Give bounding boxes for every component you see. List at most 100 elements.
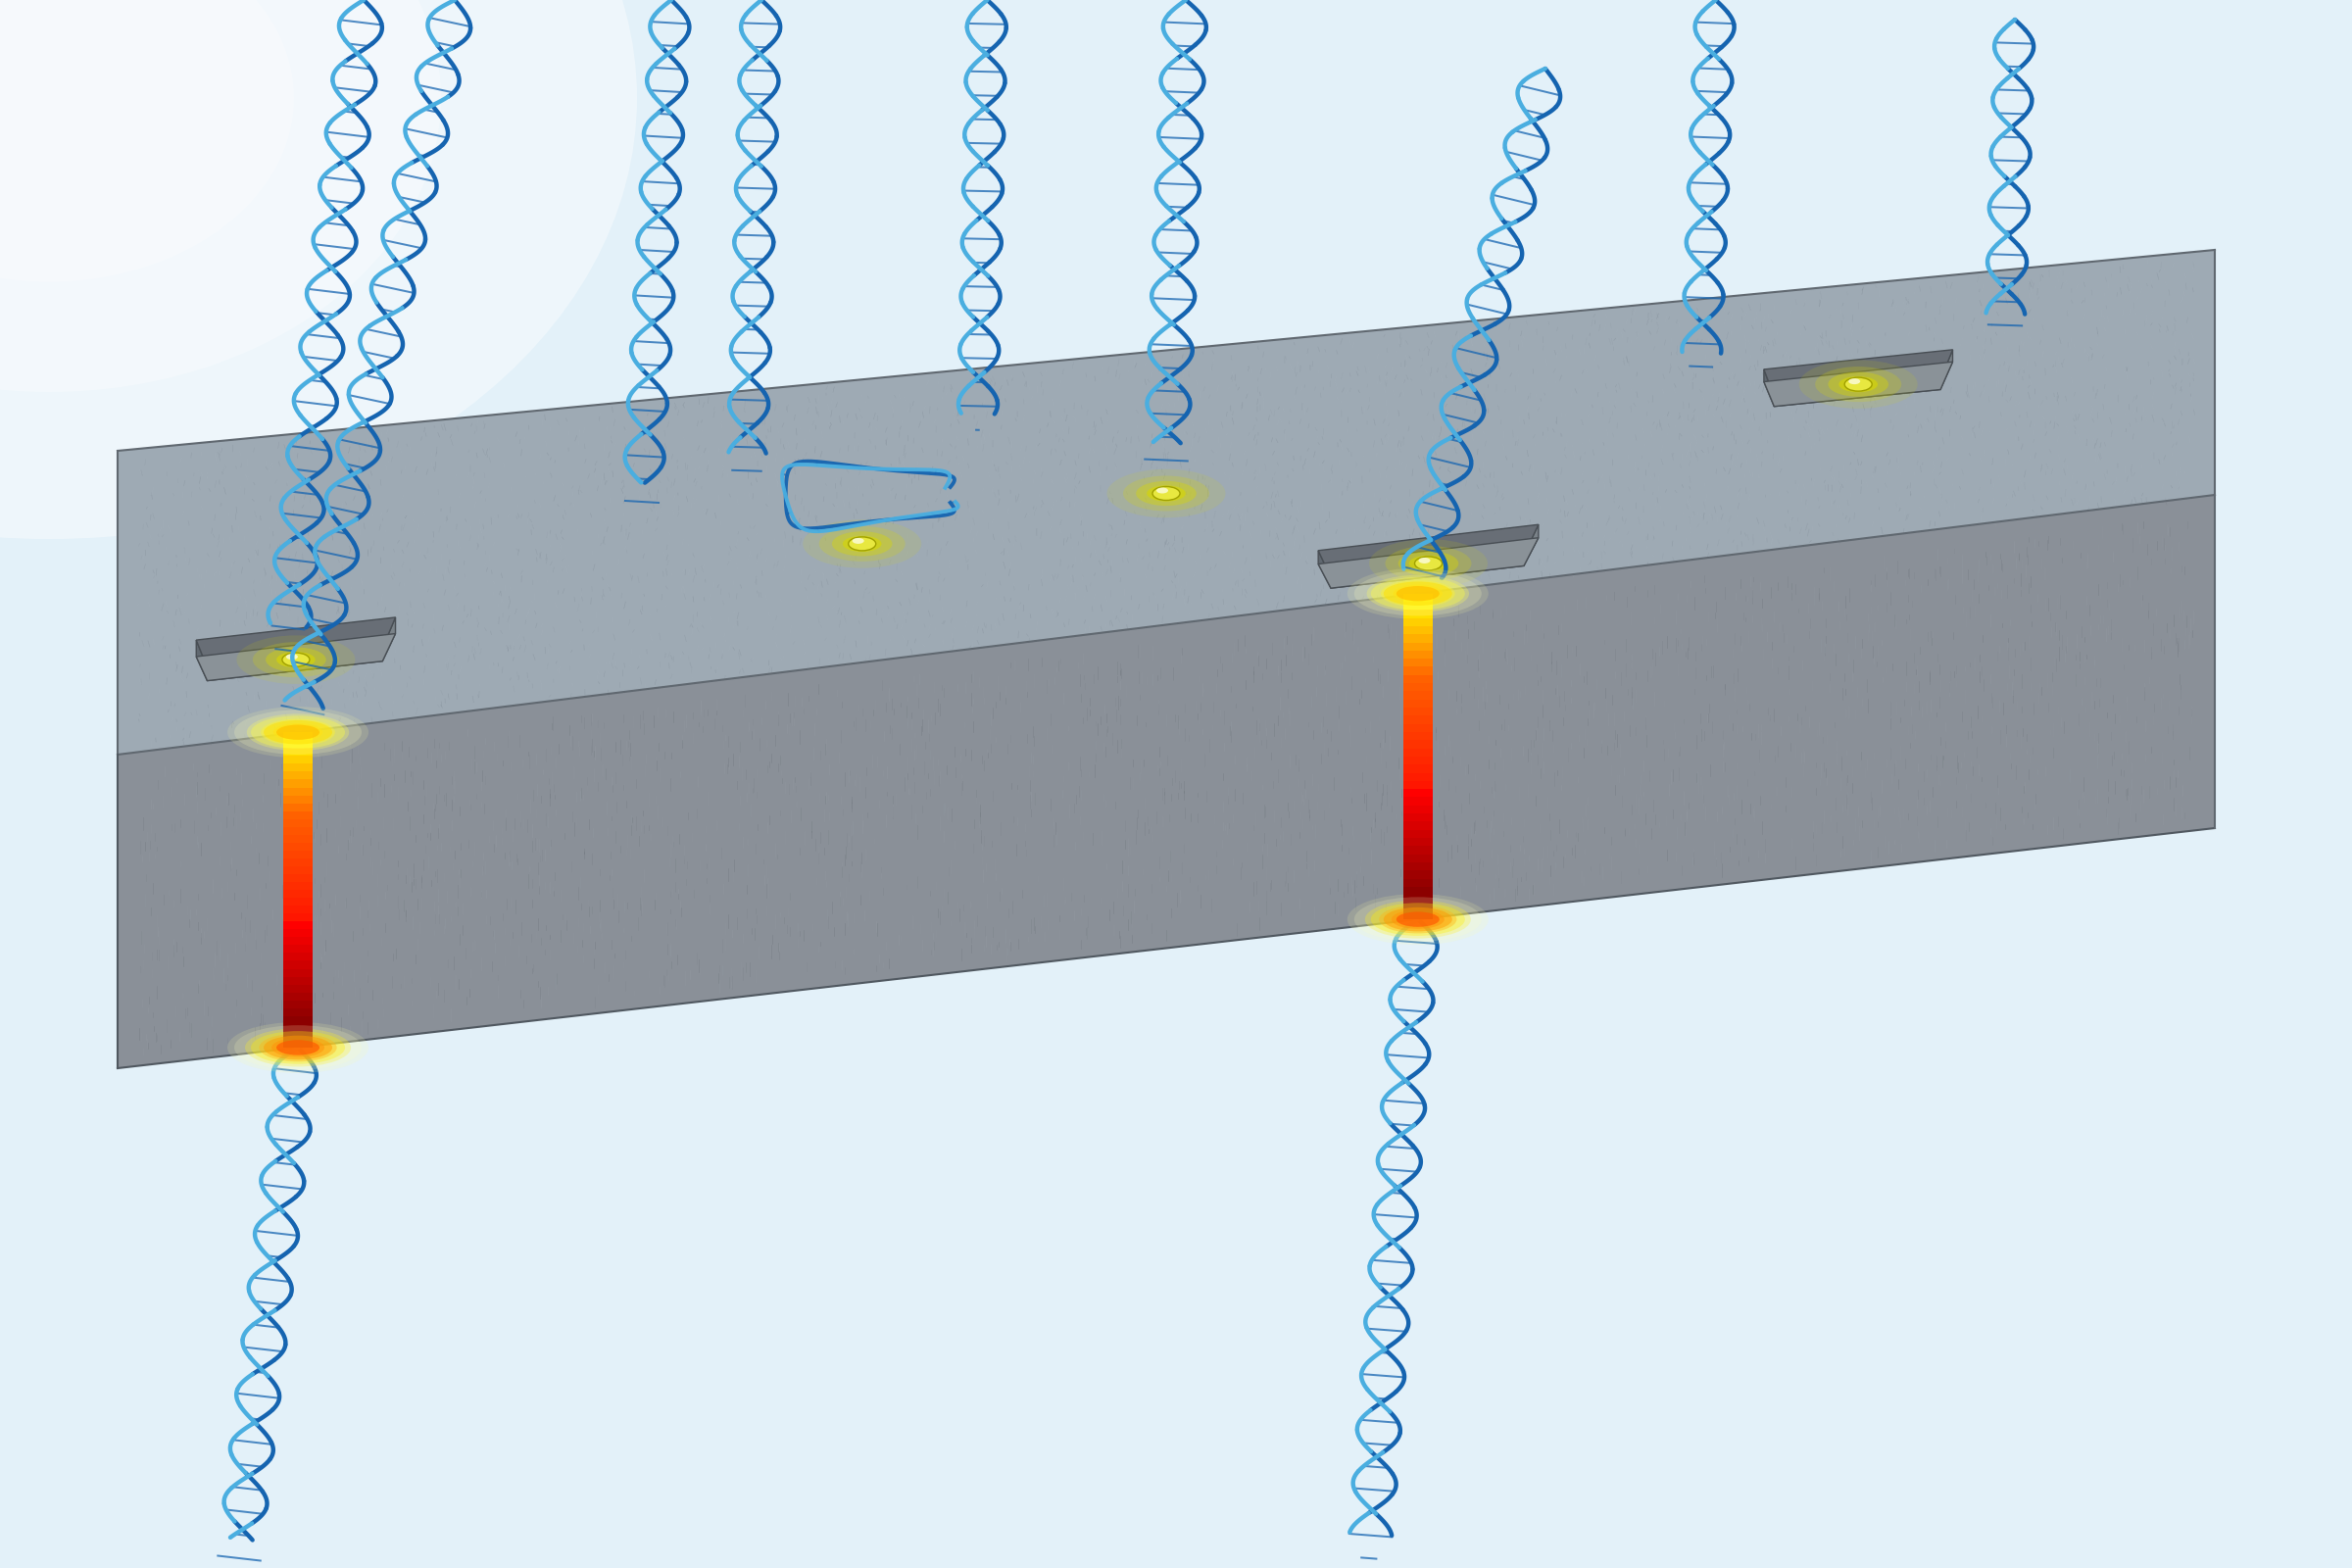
Polygon shape: [1317, 550, 1331, 588]
Polygon shape: [1404, 903, 1432, 911]
Polygon shape: [1404, 870, 1432, 878]
Ellipse shape: [849, 536, 875, 550]
Ellipse shape: [1381, 580, 1456, 607]
Ellipse shape: [1828, 372, 1889, 397]
Polygon shape: [1404, 684, 1432, 691]
Ellipse shape: [1157, 488, 1169, 494]
Ellipse shape: [0, 0, 637, 539]
Ellipse shape: [263, 720, 332, 745]
Polygon shape: [1317, 538, 1538, 588]
Ellipse shape: [245, 1029, 350, 1066]
Polygon shape: [282, 1032, 313, 1040]
Ellipse shape: [1409, 555, 1449, 571]
Ellipse shape: [252, 641, 339, 677]
Polygon shape: [282, 1000, 313, 1008]
Polygon shape: [1404, 895, 1432, 903]
Ellipse shape: [1369, 539, 1489, 588]
Ellipse shape: [287, 654, 299, 660]
Polygon shape: [282, 858, 313, 866]
Ellipse shape: [235, 1025, 362, 1069]
Polygon shape: [1404, 837, 1432, 847]
Ellipse shape: [833, 532, 891, 557]
Polygon shape: [1404, 829, 1432, 837]
Polygon shape: [1331, 555, 1524, 588]
Ellipse shape: [1397, 911, 1439, 927]
Ellipse shape: [1418, 558, 1430, 563]
Ellipse shape: [261, 718, 334, 746]
Ellipse shape: [1355, 897, 1482, 942]
Ellipse shape: [0, 0, 442, 392]
Ellipse shape: [1367, 575, 1470, 612]
Polygon shape: [282, 946, 313, 953]
Ellipse shape: [235, 710, 362, 754]
Polygon shape: [1404, 594, 1432, 602]
Polygon shape: [1404, 699, 1432, 707]
Ellipse shape: [0, 30, 2352, 1538]
Polygon shape: [282, 953, 313, 961]
Polygon shape: [282, 771, 313, 779]
Polygon shape: [1404, 666, 1432, 674]
Ellipse shape: [1392, 909, 1444, 928]
Ellipse shape: [1371, 903, 1465, 936]
Polygon shape: [1404, 715, 1432, 724]
Ellipse shape: [278, 1040, 320, 1055]
Ellipse shape: [282, 652, 310, 666]
Ellipse shape: [252, 717, 346, 750]
Polygon shape: [282, 826, 313, 834]
Polygon shape: [1764, 350, 1952, 397]
Polygon shape: [1404, 643, 1432, 651]
Polygon shape: [1404, 626, 1432, 635]
Polygon shape: [195, 640, 207, 681]
Polygon shape: [282, 985, 313, 993]
Ellipse shape: [1371, 577, 1465, 610]
Polygon shape: [118, 495, 2216, 1068]
Polygon shape: [282, 842, 313, 850]
Polygon shape: [282, 779, 313, 787]
Ellipse shape: [228, 707, 369, 757]
Polygon shape: [1404, 756, 1432, 765]
Ellipse shape: [1124, 475, 1209, 511]
Polygon shape: [1404, 740, 1432, 748]
Polygon shape: [282, 850, 313, 858]
Polygon shape: [1764, 370, 1773, 406]
Ellipse shape: [1348, 894, 1489, 946]
Ellipse shape: [851, 538, 863, 544]
Polygon shape: [195, 618, 395, 668]
Polygon shape: [282, 811, 313, 818]
Ellipse shape: [1108, 469, 1225, 517]
Polygon shape: [282, 764, 313, 771]
Ellipse shape: [228, 1022, 369, 1073]
Ellipse shape: [818, 527, 906, 561]
Polygon shape: [1404, 602, 1432, 610]
Polygon shape: [1404, 855, 1432, 862]
Ellipse shape: [278, 652, 315, 668]
Polygon shape: [282, 922, 313, 930]
Polygon shape: [1764, 362, 1952, 406]
Polygon shape: [282, 818, 313, 826]
Polygon shape: [282, 740, 313, 748]
Ellipse shape: [1397, 586, 1439, 601]
Polygon shape: [1404, 878, 1432, 887]
Ellipse shape: [1849, 378, 1860, 384]
Polygon shape: [383, 618, 395, 662]
Polygon shape: [1404, 618, 1432, 626]
Polygon shape: [1404, 773, 1432, 781]
Ellipse shape: [1397, 550, 1458, 575]
Polygon shape: [118, 249, 2216, 754]
Polygon shape: [1404, 911, 1432, 919]
Polygon shape: [282, 795, 313, 803]
Polygon shape: [1404, 887, 1432, 895]
Ellipse shape: [1816, 367, 1900, 401]
Polygon shape: [1940, 350, 1952, 389]
Ellipse shape: [273, 723, 322, 742]
Polygon shape: [1404, 814, 1432, 822]
Ellipse shape: [1355, 571, 1482, 616]
Polygon shape: [282, 732, 313, 740]
Polygon shape: [282, 993, 313, 1000]
Ellipse shape: [1839, 376, 1877, 392]
Polygon shape: [282, 961, 313, 969]
Ellipse shape: [270, 1038, 325, 1057]
Polygon shape: [282, 930, 313, 938]
Polygon shape: [282, 1024, 313, 1032]
Polygon shape: [1404, 691, 1432, 699]
